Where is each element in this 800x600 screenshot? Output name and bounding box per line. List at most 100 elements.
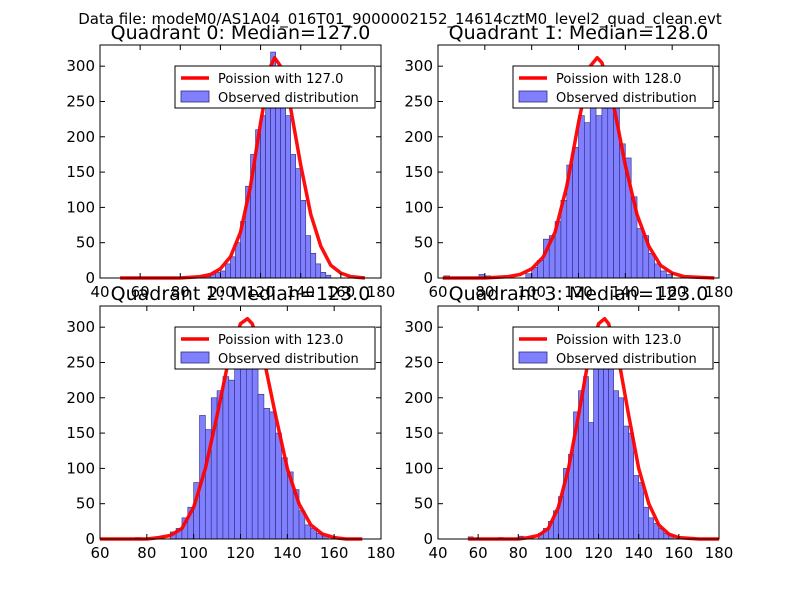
y-tick-label: 250 [66, 353, 95, 371]
chart-title: Quadrant 2: Median=123.0 [111, 283, 371, 305]
y-tick-label: 150 [66, 424, 95, 442]
legend-bar-swatch [518, 90, 548, 103]
poisson-line [442, 55, 715, 280]
histogram-bar [220, 270, 226, 279]
histogram-bar [320, 272, 327, 279]
y-tick-label: 0 [423, 269, 433, 287]
legend: Poission with 123.0 Observed distribution [174, 326, 376, 370]
legend-bar-label: Observed distribution [556, 352, 697, 367]
histogram-bar [584, 122, 591, 279]
chart-panel-2: 60 80 100 120 140 160 180 0 50 100 150 200 250 300 Qua… [66, 283, 395, 562]
histogram-bar [623, 425, 629, 540]
x-tick-label: 180 [367, 283, 396, 301]
histogram-bar [608, 351, 614, 540]
histogram-bar [260, 115, 266, 279]
x-tick-label: 140 [624, 544, 653, 562]
legend-line-label: Poission with 127.0 [218, 72, 343, 87]
chart-title: Quadrant 0: Median=127.0 [111, 22, 371, 44]
y-tick-label: 200 [404, 389, 433, 407]
poisson-line [468, 316, 719, 541]
x-tick-label: 80 [137, 544, 156, 562]
legend-bar-label: Observed distribution [556, 91, 697, 106]
histogram-bar [310, 252, 317, 279]
y-tick-label: 300 [66, 57, 95, 75]
axes-frame [99, 44, 382, 279]
chart-panel-3: 40 60 80 100 120 140 160 180 0 50 100 150 200 250 300 Q… [404, 283, 733, 562]
legend-line-label: Poission with 123.0 [218, 333, 343, 348]
x-tick-label: 60 [469, 544, 488, 562]
y-tick-label: 50 [76, 495, 95, 513]
histogram-bar [636, 228, 644, 279]
x-tick-label: 160 [320, 544, 349, 562]
legend-bar-swatch [180, 351, 210, 364]
y-tick-label: 50 [76, 234, 95, 252]
y-tick-label: 100 [404, 198, 433, 216]
y-tick-label: 150 [404, 163, 433, 181]
x-tick-label: 40 [90, 283, 109, 301]
x-tick-label: 160 [327, 283, 356, 301]
histogram-bar [235, 242, 241, 279]
histogram-bar [300, 200, 307, 279]
legend-line-label: Poission with 128.0 [556, 72, 681, 87]
histogram-bar [525, 273, 532, 279]
histogram-bar [618, 397, 624, 540]
y-tick-label: 100 [66, 459, 95, 477]
y-tick-label: 250 [404, 92, 433, 110]
histogram-bar [607, 87, 614, 279]
legend: Poission with 128.0 Observed distribution [512, 65, 714, 109]
histogram-bar [265, 80, 271, 279]
histogram-bar [578, 115, 585, 279]
histogram-bar [572, 147, 579, 279]
x-tick-label: 60 [131, 283, 150, 301]
y-tick-label: 250 [404, 353, 433, 371]
x-tick-label: 120 [564, 283, 593, 301]
poisson-line [100, 316, 363, 541]
x-tick-label: 180 [705, 544, 734, 562]
y-tick-label: 200 [404, 128, 433, 146]
histogram-bar [583, 376, 589, 540]
histogram-bar [666, 274, 673, 279]
histogram-bar [222, 376, 230, 540]
y-tick-label: 150 [404, 424, 433, 442]
chart-panel-0: 40 60 80 100 120 140 160 180 0 50 100 150 200 250 300 Q… [66, 22, 395, 301]
legend-bar-label: Observed distribution [218, 91, 359, 106]
histogram-bar [257, 393, 265, 540]
x-tick-label: 60 [90, 544, 109, 562]
histogram-bar [285, 115, 291, 279]
histogram-bar [295, 168, 302, 279]
histogram-bar [660, 270, 667, 279]
figure-title: Data file: modeM0/AS1A04_016T01_90000021… [78, 10, 722, 29]
histogram-bar [315, 263, 322, 279]
legend-bar-swatch [180, 90, 210, 103]
histogram-bar [275, 432, 282, 540]
histogram-bar [633, 475, 640, 540]
histogram-bar [304, 524, 312, 540]
axes-frame [437, 305, 720, 540]
x-tick-label: 60 [428, 283, 447, 301]
histogram-bar [628, 432, 634, 540]
legend: Poission with 127.0 Observed distribution [174, 65, 376, 109]
x-tick-label: 100 [179, 544, 208, 562]
x-tick-label: 180 [367, 544, 396, 562]
x-tick-label: 80 [475, 283, 494, 301]
legend: Poission with 123.0 Observed distribution [512, 326, 714, 370]
histogram-bar [230, 256, 236, 279]
legend-bar-label: Observed distribution [218, 352, 359, 367]
histogram-bar [588, 422, 594, 540]
histogram-bar [613, 390, 619, 540]
histogram-bar [593, 351, 599, 540]
x-tick-label: 180 [705, 283, 734, 301]
y-tick-label: 200 [66, 389, 95, 407]
legend-bar-swatch [518, 351, 548, 364]
x-tick-label: 140 [273, 544, 302, 562]
x-tick-label: 100 [544, 544, 573, 562]
histogram-bar [589, 94, 597, 279]
x-tick-label: 80 [509, 544, 528, 562]
x-tick-label: 160 [658, 283, 687, 301]
histogram-bar [269, 411, 276, 540]
x-tick-label: 160 [665, 544, 694, 562]
chart-panel-1: 60 80 100 120 140 160 180 0 50 100 150 200 250 300 Qua… [404, 22, 733, 301]
x-tick-label: 140 [286, 283, 315, 301]
y-tick-label: 300 [404, 318, 433, 336]
